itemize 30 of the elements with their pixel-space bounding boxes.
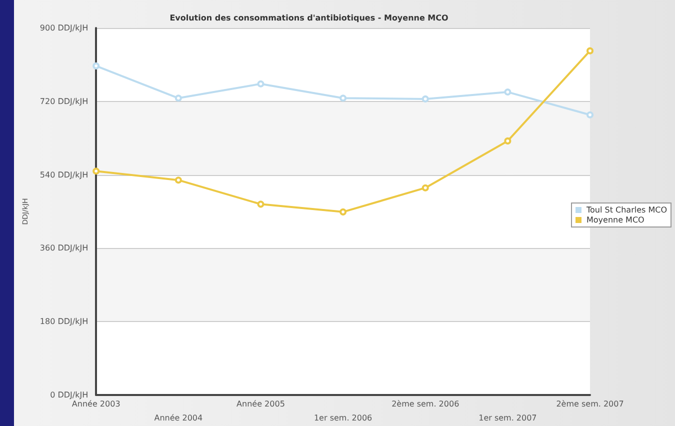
y-tick-label: 180 DDJ/kJH xyxy=(40,317,88,326)
x-tick-label: Année 2004 xyxy=(154,414,203,422)
point xyxy=(174,176,182,184)
point xyxy=(257,80,264,88)
point xyxy=(340,94,347,102)
x-tick-label: Année 2005 xyxy=(236,400,285,408)
point xyxy=(504,88,512,96)
x-tick-label: 2ème sem. 2007 xyxy=(556,400,624,408)
point xyxy=(174,94,182,102)
point xyxy=(422,184,429,192)
y-tick-label: 360 DDJ/kJH xyxy=(40,244,88,253)
point xyxy=(422,95,429,102)
legend-label: Toul St Charles MCO xyxy=(585,206,668,214)
y-tick-label: 540 DDJ/kJH xyxy=(40,170,88,180)
y-tick-label: 900 DDJ/kJH xyxy=(40,24,88,32)
point xyxy=(92,168,100,175)
point xyxy=(586,47,594,54)
x-tick-label: Année 2003 xyxy=(72,400,120,408)
legend-label: Moyenne MCO xyxy=(586,216,644,224)
y-tick-label: 0 DDJ/kJH xyxy=(50,390,88,400)
point xyxy=(586,111,594,118)
x-tick-label: 1er sem. 2006 xyxy=(314,414,372,422)
chart-title: Evolution des consommations d'antibiotiques - Moyenne MCO xyxy=(170,14,449,22)
point xyxy=(340,208,347,216)
point xyxy=(504,137,512,144)
y-tick-label: 720 DDJ/kJH xyxy=(40,96,88,106)
point xyxy=(92,62,100,70)
point xyxy=(257,200,264,208)
x-tick-label: 1er sem. 2007 xyxy=(478,414,537,422)
x-tick-label: 2ème sem. 2006 xyxy=(392,400,460,408)
